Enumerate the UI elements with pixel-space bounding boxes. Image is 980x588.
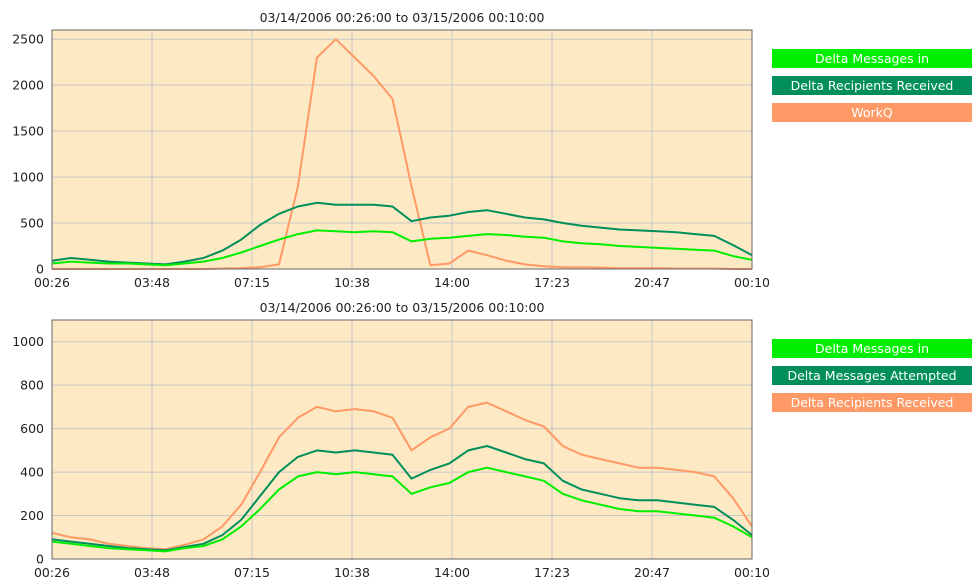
legend-entry: Delta Messages Attempted [772, 366, 972, 385]
y-tick-label: 200 [20, 508, 44, 523]
y-tick-label: 1000 [12, 334, 44, 349]
series-line [51, 466, 753, 553]
x-tick-label: 03:48 [134, 565, 170, 580]
legend-bottom: Delta Messages in Delta Messages Attempte… [772, 339, 972, 412]
x-tick-label: 00:10 [734, 275, 770, 290]
plot-area [52, 320, 752, 559]
y-tick-label: 0 [36, 262, 44, 277]
x-tick-label: 00:26 [34, 565, 70, 580]
y-tick-label: 800 [20, 378, 44, 393]
legend-entry: WorkQ [772, 103, 972, 122]
chart-title: 03/14/2006 00:26:00 to 03/15/2006 00:10:… [260, 10, 545, 25]
y-tick-label: 500 [20, 216, 44, 231]
legend-entry: Delta Messages in [772, 339, 972, 358]
legend-entry: Delta Recipients Received [772, 76, 972, 95]
x-tick-label: 17:23 [534, 565, 570, 580]
y-tick-label: 0 [36, 552, 44, 567]
series-line [51, 401, 753, 551]
series-line [51, 445, 753, 552]
y-tick-label: 1500 [12, 124, 44, 139]
chart-title: 03/14/2006 00:26:00 to 03/15/2006 00:10:… [260, 300, 545, 315]
x-tick-label: 20:47 [634, 565, 670, 580]
y-tick-label: 2000 [12, 78, 44, 93]
plot-area [52, 30, 752, 269]
legend-entry: Delta Messages in [772, 49, 972, 68]
x-tick-label: 00:10 [734, 565, 770, 580]
x-tick-label: 14:00 [434, 565, 470, 580]
y-tick-label: 1000 [12, 170, 44, 185]
chart-top: 0 500 1000 1500 2000 2500 00:26 03:48 07:15 10:38… [12, 10, 770, 290]
plot-frame [51, 319, 753, 560]
series-line [51, 201, 753, 266]
x-tick-label: 10:38 [334, 275, 370, 290]
legend-top: Delta Messages in Delta Recipients Receiv… [772, 49, 972, 122]
y-tick-label: 2500 [12, 32, 44, 47]
series-line [51, 229, 753, 267]
legend-entry: Delta Recipients Received [772, 393, 972, 412]
x-tick-label: 07:15 [234, 275, 270, 290]
x-tick-label: 17:23 [534, 275, 570, 290]
x-tick-label: 00:26 [34, 275, 70, 290]
x-tick-label: 14:00 [434, 275, 470, 290]
x-tick-label: 20:47 [634, 275, 670, 290]
x-tick-label: 10:38 [334, 565, 370, 580]
x-tick-label: 03:48 [134, 275, 170, 290]
x-tick-label: 07:15 [234, 565, 270, 580]
plot-frame [51, 29, 753, 270]
y-tick-label: 600 [20, 421, 44, 436]
chart-bottom: 0 200 400 600 800 1000 00:26 03:48 07:15 10:38 14:… [12, 300, 770, 580]
y-tick-label: 400 [20, 465, 44, 480]
